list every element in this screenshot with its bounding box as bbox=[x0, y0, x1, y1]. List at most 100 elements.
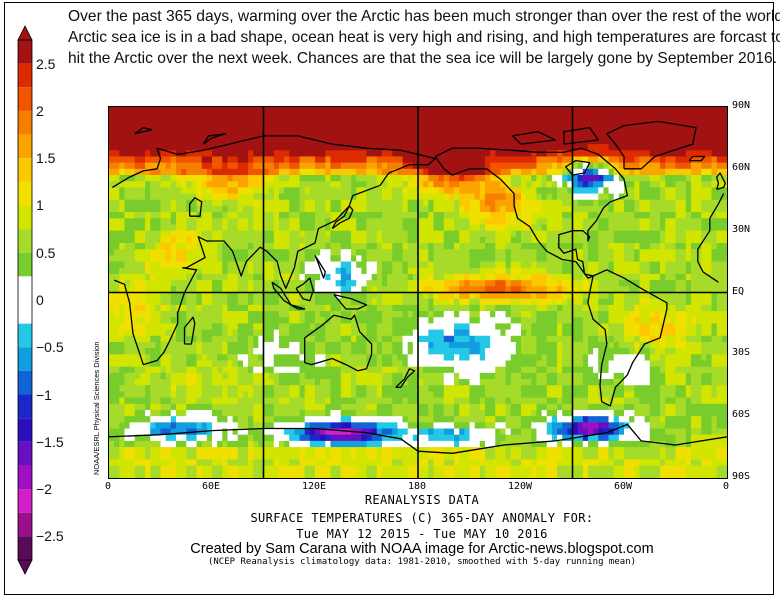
anomaly-cell bbox=[407, 119, 414, 127]
anomaly-cell bbox=[531, 292, 538, 300]
anomaly-cell bbox=[150, 230, 156, 238]
anomaly-cell bbox=[330, 131, 337, 139]
anomaly-cell bbox=[273, 360, 280, 368]
anomaly-cell bbox=[232, 354, 239, 362]
anomaly-cell bbox=[222, 348, 229, 355]
anomaly-cell bbox=[577, 236, 584, 244]
anomaly-cell bbox=[654, 212, 661, 219]
anomaly-cell bbox=[495, 119, 501, 127]
anomaly-cell bbox=[119, 162, 126, 170]
anomaly-cell bbox=[273, 168, 280, 176]
anomaly-cell bbox=[268, 137, 275, 145]
anomaly-cell bbox=[515, 341, 522, 349]
anomaly-cell bbox=[124, 218, 131, 226]
anomaly-cell bbox=[438, 187, 445, 195]
anomaly-cell bbox=[706, 243, 713, 250]
anomaly-cell bbox=[469, 329, 476, 337]
anomaly-cell bbox=[170, 199, 177, 207]
anomaly-cell bbox=[160, 298, 167, 306]
anomaly-cell bbox=[423, 119, 429, 127]
anomaly-cell bbox=[201, 181, 208, 188]
anomaly-cell bbox=[371, 280, 378, 287]
anomaly-cell bbox=[392, 187, 398, 195]
anomaly-cell bbox=[181, 162, 187, 170]
anomaly-cell bbox=[227, 348, 234, 355]
anomaly-cell bbox=[304, 107, 311, 114]
anomaly-cell bbox=[526, 335, 532, 343]
anomaly-cell bbox=[134, 243, 141, 250]
anomaly-cell bbox=[557, 323, 563, 331]
anomaly-cell bbox=[438, 323, 445, 331]
anomaly-cell bbox=[206, 267, 213, 275]
anomaly-cell bbox=[330, 329, 337, 337]
anomaly-cell bbox=[551, 255, 558, 263]
anomaly-cell bbox=[109, 144, 115, 151]
anomaly-cell bbox=[258, 224, 265, 232]
colorbar-segment bbox=[18, 465, 32, 490]
anomaly-cell bbox=[232, 218, 239, 226]
anomaly-cell bbox=[381, 249, 388, 256]
anomaly-cell bbox=[500, 255, 507, 263]
anomaly-cell bbox=[603, 150, 610, 158]
anomaly-cell bbox=[608, 317, 615, 325]
anomaly-cell bbox=[119, 137, 126, 145]
anomaly-cell bbox=[680, 181, 687, 188]
anomaly-cell bbox=[206, 236, 213, 244]
anomaly-cell bbox=[577, 205, 584, 213]
anomaly-cell bbox=[685, 341, 692, 349]
anomaly-cell bbox=[114, 273, 120, 281]
anomaly-cell bbox=[660, 329, 666, 337]
anomaly-cell bbox=[212, 311, 218, 318]
anomaly-cell bbox=[109, 224, 115, 232]
anomaly-cell bbox=[490, 249, 496, 256]
anomaly-cell bbox=[490, 273, 496, 281]
anomaly-cell bbox=[459, 212, 465, 219]
anomaly-cell bbox=[170, 181, 177, 188]
anomaly-cell bbox=[201, 261, 208, 269]
anomaly-cell bbox=[191, 187, 198, 195]
anomaly-cell bbox=[639, 354, 646, 362]
anomaly-cell bbox=[433, 354, 440, 362]
anomaly-cell bbox=[325, 168, 332, 176]
anomaly-cell bbox=[155, 230, 162, 238]
anomaly-cell bbox=[634, 348, 641, 355]
anomaly-cell bbox=[356, 317, 362, 325]
anomaly-cell bbox=[351, 113, 357, 120]
anomaly-cell bbox=[170, 107, 177, 114]
anomaly-cell bbox=[577, 255, 584, 263]
anomaly-cell bbox=[572, 354, 579, 362]
anomaly-cell bbox=[160, 348, 167, 355]
anomaly-cell bbox=[299, 267, 306, 275]
anomaly-cell bbox=[665, 168, 671, 176]
anomaly-cell bbox=[572, 119, 579, 127]
anomaly-cell bbox=[284, 292, 290, 300]
anomaly-cell bbox=[675, 341, 682, 349]
colorbar-tick-label: −1.5 bbox=[36, 433, 64, 450]
anomaly-cell bbox=[196, 335, 203, 343]
anomaly-cell bbox=[371, 150, 378, 158]
anomaly-cell bbox=[124, 348, 131, 355]
anomaly-cell bbox=[407, 323, 414, 331]
anomaly-cell bbox=[268, 335, 275, 343]
anomaly-cell bbox=[562, 236, 568, 244]
anomaly-cell bbox=[139, 119, 146, 127]
anomaly-cell bbox=[263, 267, 270, 275]
anomaly-cell bbox=[423, 255, 429, 263]
anomaly-cell bbox=[608, 304, 615, 312]
anomaly-cell bbox=[222, 175, 229, 182]
anomaly-cell bbox=[181, 144, 187, 151]
anomaly-cell bbox=[711, 335, 718, 343]
anomaly-cell bbox=[603, 199, 610, 207]
anomaly-cell bbox=[232, 317, 239, 325]
anomaly-cell bbox=[649, 168, 656, 176]
anomaly-cell bbox=[546, 181, 553, 188]
anomaly-cell bbox=[361, 193, 368, 201]
anomaly-cell bbox=[428, 150, 435, 158]
anomaly-cell bbox=[443, 341, 450, 349]
anomaly-cell bbox=[639, 335, 646, 343]
anomaly-cell bbox=[706, 267, 713, 275]
anomaly-cell bbox=[371, 137, 378, 145]
anomaly-cell bbox=[660, 162, 666, 170]
anomaly-cell bbox=[139, 298, 146, 306]
anomaly-cell bbox=[536, 212, 543, 219]
